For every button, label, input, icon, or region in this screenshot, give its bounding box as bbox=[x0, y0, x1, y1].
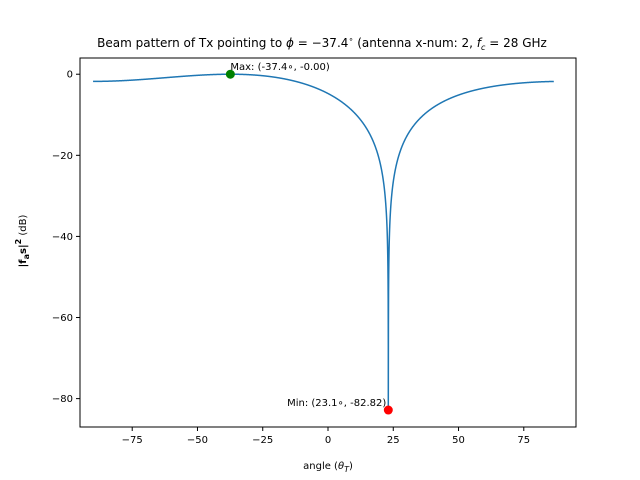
x-tick-label: −25 bbox=[252, 435, 273, 446]
x-axis-label: angle (θT) bbox=[303, 461, 353, 474]
y-axis-ticks: 0 −20 −40 −60 −80 bbox=[52, 70, 80, 405]
x-tick-label: 0 bbox=[325, 435, 331, 446]
y-tick-label: −80 bbox=[52, 394, 73, 405]
max-marker bbox=[225, 69, 235, 79]
x-tick-label: 75 bbox=[517, 435, 530, 446]
y-axis-label: |fas|2 (dB) bbox=[14, 215, 31, 268]
y-tick-label: −60 bbox=[52, 313, 73, 324]
x-axis-ticks: −75 −50 −25 0 25 50 75 bbox=[122, 427, 530, 446]
x-tick-label: 25 bbox=[387, 435, 400, 446]
max-annotation: Max: (-37.4∘, -0.00) bbox=[230, 62, 329, 73]
annotations: Max: (-37.4∘, -0.00) Min: (23.1∘, -82.82) bbox=[225, 62, 393, 415]
x-tick-label: 50 bbox=[452, 435, 465, 446]
y-tick-label: −40 bbox=[52, 232, 73, 243]
plot-area bbox=[93, 73, 554, 411]
chart-title: Beam pattern of Tx pointing to ϕ = −37.4… bbox=[97, 35, 547, 52]
plot-frame bbox=[79, 57, 577, 428]
min-annotation: Min: (23.1∘, -82.82) bbox=[287, 398, 386, 409]
x-tick-label: −75 bbox=[122, 435, 143, 446]
y-tick-label: −20 bbox=[52, 151, 73, 162]
x-tick-label: −50 bbox=[187, 435, 208, 446]
min-marker bbox=[383, 405, 393, 415]
y-tick-label: 0 bbox=[67, 70, 73, 81]
beam-pattern-line bbox=[93, 73, 554, 411]
